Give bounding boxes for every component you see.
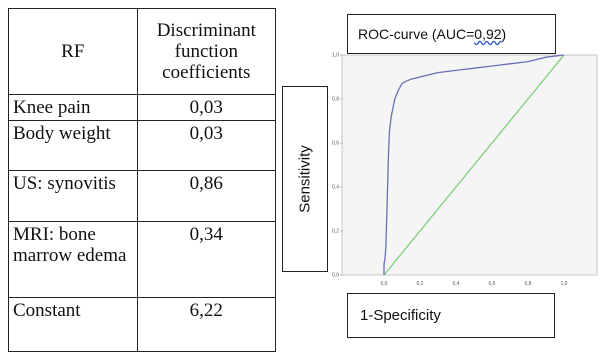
table-row: Constant 6,22 (8, 297, 277, 352)
y-tick-label: 0,0 (332, 273, 339, 279)
row-factor: Knee pain (8, 94, 138, 121)
row-coef: 0,03 (136, 120, 277, 171)
x-tick-label: 0,0 (381, 281, 388, 287)
roc-line (383, 54, 565, 275)
row-factor: US: synovitis (8, 170, 138, 222)
y-tick-label: 0,8 (332, 97, 339, 103)
x-tick-label: 0,8 (525, 281, 532, 287)
x-tick-label: 0,2 (417, 281, 424, 287)
table-header-row: RF Discriminant function coefficients (8, 8, 277, 95)
chart-title: ROC-curve (AUC= 0,92) (347, 14, 556, 54)
coefficients-table: RF Discriminant function coefficients Kn… (8, 8, 277, 352)
y-axis-label: Sensitivity (296, 145, 314, 213)
table-row: US: synovitis 0,86 (8, 170, 277, 222)
header-coefficients: Discriminant function coefficients (136, 8, 277, 95)
chart-title-prefix: ROC-curve (AUC= (358, 26, 475, 42)
table-row: Body weight 0,03 (8, 120, 277, 171)
table-row: MRI: bone marrow edema 0,34 (8, 221, 277, 298)
row-coef: 6,22 (136, 297, 277, 352)
row-coef: 0,86 (136, 170, 277, 222)
y-tick-label: 1,0 (332, 53, 339, 59)
x-tick-label: 0,4 (453, 281, 460, 287)
y-tick-label: 0,6 (332, 141, 339, 147)
row-coef: 0,34 (136, 221, 277, 298)
row-factor: MRI: bone marrow edema (8, 221, 138, 298)
y-axis-label-box: Sensitivity (282, 86, 328, 272)
row-factor: Constant (8, 297, 138, 352)
table-row: Knee pain 0,03 (8, 94, 277, 121)
x-tick-label: 0,6 (489, 281, 496, 287)
y-ticks: 0,0 0,2 0,4 0,6 0,8 1,0 (332, 53, 343, 279)
plot-area (341, 54, 598, 276)
y-tick-label: 0,2 (332, 229, 339, 235)
header-rf: RF (8, 8, 138, 95)
row-factor: Body weight (8, 120, 138, 171)
row-coef: 0,03 (136, 94, 277, 121)
chart-title-suffix: ) (501, 26, 507, 42)
x-tick-label: 1,0 (561, 281, 568, 287)
reference-line (383, 54, 565, 276)
chart-title-value: 0,92 (474, 26, 502, 42)
x-axis-label: 1-Specificity (347, 293, 555, 338)
y-tick-label: 0,4 (332, 185, 339, 191)
roc-chart: 0,0 0,2 0,4 0,6 0,8 1,0 0,0 0,2 0,4 0,6 0,8 1,0 (332, 53, 598, 287)
x-ticks: 0,0 0,2 0,4 0,6 0,8 1,0 (381, 281, 568, 287)
